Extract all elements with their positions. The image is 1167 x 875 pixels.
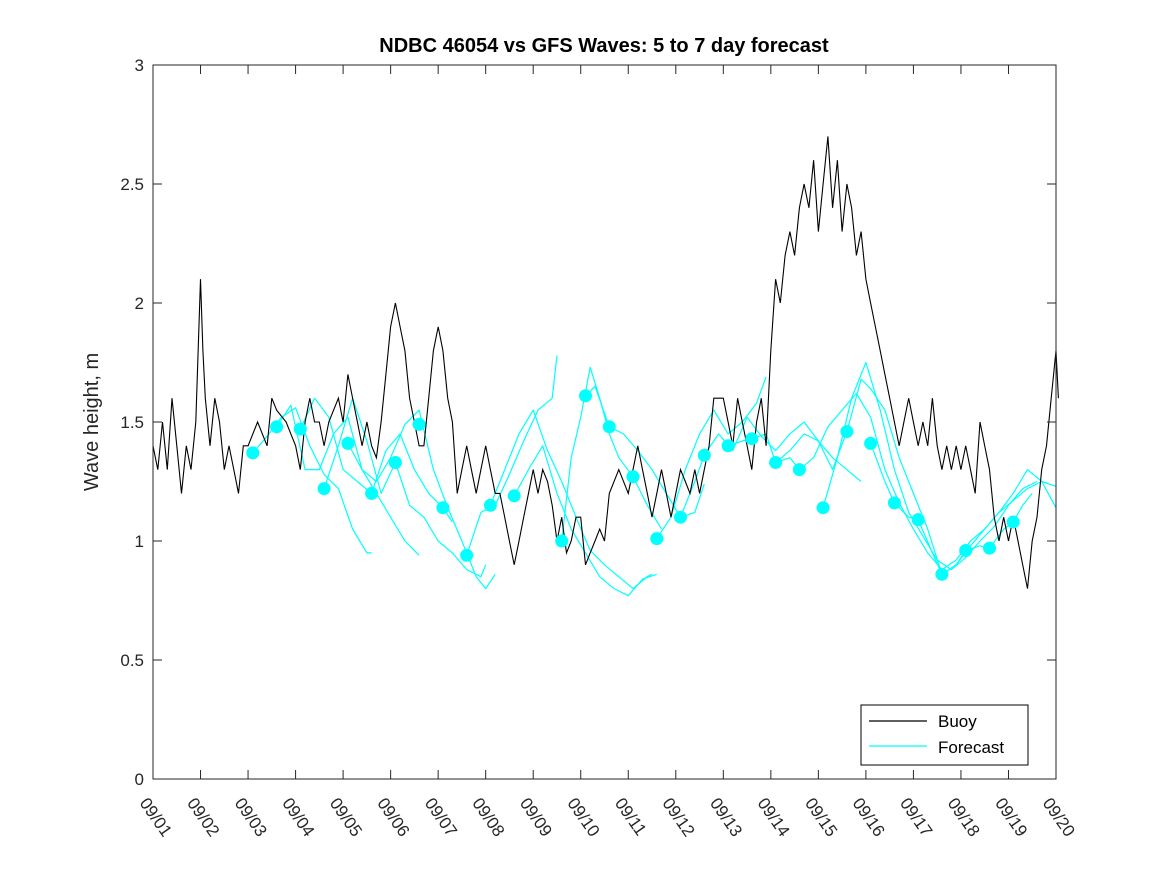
forecast-marker-14	[602, 420, 616, 434]
legend-box	[860, 704, 1029, 766]
forecast-marker-29	[959, 544, 973, 557]
y-axis-title: Wave height, m	[81, 353, 103, 491]
forecast-marker-27	[911, 513, 925, 527]
forecast-run-line-10	[656, 376, 767, 539]
forecast-run-line-8	[561, 366, 663, 542]
forecast-markers	[246, 389, 1020, 581]
forecast-marker-4	[341, 436, 355, 450]
forecast-marker-2	[293, 422, 307, 436]
forecast-marker-6	[388, 456, 402, 469]
forecast-marker-10	[483, 498, 497, 512]
forecast-marker-28	[935, 567, 949, 581]
forecast-marker-16	[650, 532, 664, 546]
legend: Buoy Forecast	[860, 704, 1029, 766]
forecast-marker-8	[436, 501, 450, 515]
forecast-marker-22	[792, 463, 806, 477]
y-tick-label: 3	[135, 56, 144, 75]
forecast-marker-5	[365, 486, 379, 500]
y-tick-label: 2.5	[120, 175, 144, 194]
forecast-marker-20	[745, 432, 759, 446]
forecast-marker-19	[721, 439, 735, 453]
forecast-marker-26	[887, 496, 901, 510]
forecast-marker-13	[579, 389, 592, 403]
forecast-marker-23	[816, 501, 830, 515]
forecast-marker-18	[697, 448, 711, 462]
buoy-series-line	[152, 136, 1059, 589]
forecast-run-line-5	[466, 355, 558, 556]
forecast-marker-12	[555, 534, 569, 548]
y-tick-label: 1.5	[120, 413, 144, 432]
forecast-marker-21	[769, 456, 783, 469]
forecast-run-line-13	[775, 378, 1057, 575]
plot-area	[153, 65, 1056, 779]
y-tick-label: 0.5	[120, 651, 144, 670]
y-tick-label: 1	[135, 532, 144, 551]
forecast-marker-1	[270, 420, 284, 434]
forecast-run-line-2	[299, 397, 453, 523]
forecast-marker-31	[1006, 515, 1020, 529]
forecast-marker-24	[840, 425, 854, 438]
forecast-marker-30	[983, 541, 996, 555]
forecast-marker-25	[864, 436, 878, 450]
chart-title: NDBC 46054 vs GFS Waves: 5 to 7 day fore…	[379, 35, 829, 57]
buoy-layer	[152, 136, 1059, 589]
y-tick-label: 0	[135, 770, 144, 789]
forecast-runs	[252, 355, 1057, 597]
forecast-run-line-9	[585, 385, 705, 518]
forecast-marker-15	[626, 470, 640, 484]
forecast-marker-11	[507, 489, 521, 503]
forecast-marker-17	[674, 510, 687, 524]
forecast-marker-7	[412, 417, 426, 431]
y-tick-label: 2	[135, 294, 144, 313]
forecast-run-line-4	[347, 409, 496, 590]
forecast-marker-3	[317, 482, 331, 496]
forecast-run-line-7	[513, 445, 657, 597]
legend-label-buoy: Buoy	[938, 712, 977, 731]
forecast-run-line-1	[276, 404, 420, 556]
forecast-marker-9	[460, 548, 474, 562]
legend-label-forecast: Forecast	[938, 738, 1004, 757]
forecast-marker-0	[246, 446, 260, 460]
